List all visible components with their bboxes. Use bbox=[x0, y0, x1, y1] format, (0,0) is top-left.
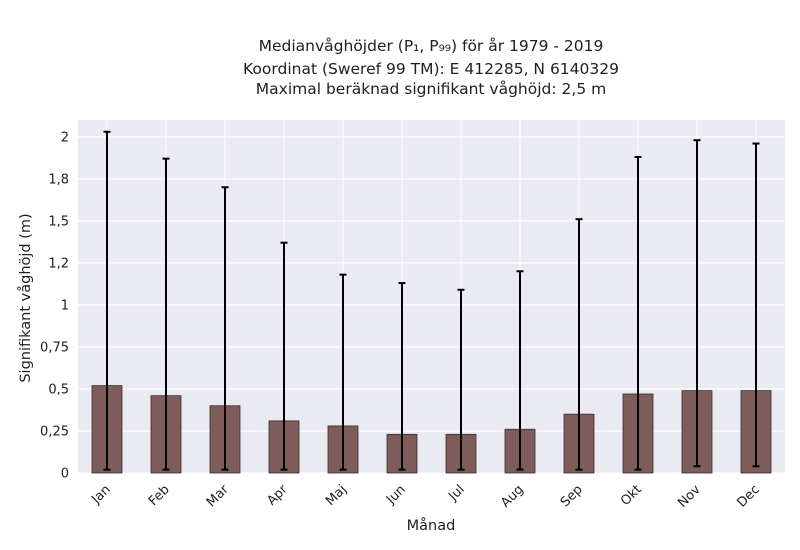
x-tick-label-jul: Jul bbox=[445, 482, 467, 504]
x-tick-label-maj: Maj bbox=[323, 482, 350, 509]
chart-title-line-3: Maximal beräknad signifikant våghöjd: 2,… bbox=[256, 80, 606, 98]
x-tick-labels: Jan Feb Mar Apr Maj Jun Jul Aug Sep Okt Nov Dec bbox=[88, 482, 762, 511]
x-tick-label-mar: Mar bbox=[204, 482, 232, 510]
y-tick-label-1: 0,25 bbox=[40, 424, 69, 439]
y-tick-label-0: 0 bbox=[61, 467, 69, 482]
y-tick-label-7: 1,8 bbox=[48, 172, 69, 187]
y-tick-label-5: 1,2 bbox=[48, 256, 69, 271]
plot-area bbox=[78, 120, 785, 473]
x-tick-label-okt: Okt bbox=[618, 482, 645, 509]
error-bars bbox=[103, 130, 760, 471]
x-tick-label-nov: Nov bbox=[675, 482, 704, 511]
x-tick-label-dec: Dec bbox=[734, 482, 762, 510]
y-tick-label-2: 0,5 bbox=[48, 382, 69, 397]
chart-title-line-2: Koordinat (Sweref 99 TM): E 412285, N 61… bbox=[243, 60, 619, 78]
chart-title-line-1: Medianvåghöjder (P₁, P₉₉) för år 1979 - … bbox=[259, 37, 604, 55]
x-axis-label: Månad bbox=[407, 517, 456, 534]
y-tick-label-8: 2 bbox=[61, 130, 69, 145]
x-tick-label-feb: Feb bbox=[146, 482, 173, 509]
y-tick-labels: 0 0,25 0,5 0,75 1 1,2 1,5 1,8 2 bbox=[40, 130, 69, 481]
x-tick-label-apr: Apr bbox=[264, 482, 291, 509]
y-tick-label-3: 0,75 bbox=[40, 340, 69, 355]
y-axis-label: Signifikant våghöjd (m) bbox=[17, 213, 34, 382]
x-tick-label-jun: Jun bbox=[383, 482, 409, 508]
x-tick-label-aug: Aug bbox=[498, 482, 527, 511]
x-tick-label-sep: Sep bbox=[558, 482, 586, 510]
y-tick-label-4: 1 bbox=[61, 298, 69, 313]
x-tick-label-jan: Jan bbox=[88, 482, 113, 507]
y-tick-label-6: 1,5 bbox=[48, 214, 69, 229]
